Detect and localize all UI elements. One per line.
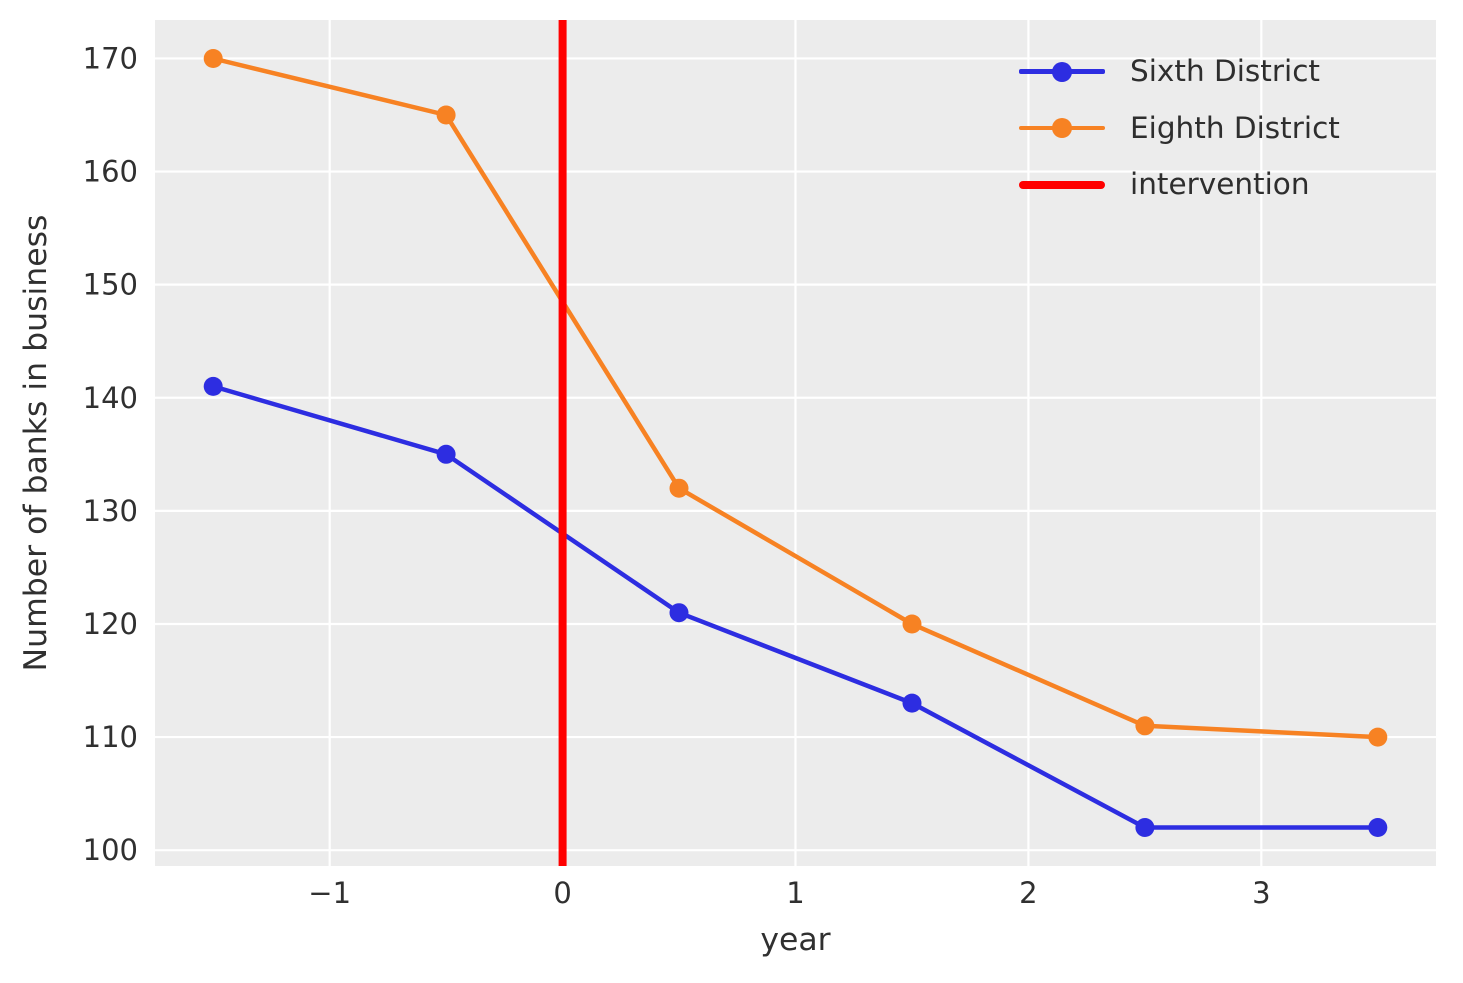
y-tick-label: 140 <box>83 381 138 415</box>
data-point-eighth-district <box>436 105 456 125</box>
data-point-sixth-district <box>669 603 689 623</box>
y-tick-label: 120 <box>83 607 138 641</box>
series-line-eighth-district <box>210 56 1381 740</box>
y-tick-label: 110 <box>83 720 138 754</box>
data-point-eighth-district <box>1135 716 1155 736</box>
data-point-sixth-district <box>902 693 922 713</box>
x-tick-label: 0 <box>553 876 571 910</box>
data-point-sixth-district <box>203 376 223 396</box>
y-tick-label: 130 <box>83 494 138 528</box>
x-tick-label: 1 <box>786 876 804 910</box>
series-line-sixth-district <box>210 384 1381 830</box>
eighth-district-line-marker-swatch <box>1019 107 1105 150</box>
legend-label-eighth-district: Eighth District <box>1130 110 1340 145</box>
x-tick-label: 3 <box>1252 876 1270 910</box>
data-point-eighth-district <box>203 49 223 68</box>
data-point-sixth-district <box>1135 818 1155 837</box>
eighth-district-swatch-dot <box>1052 118 1072 138</box>
y-axis-label: Number of banks in business <box>18 214 54 672</box>
y-tick-label: 170 <box>83 41 138 75</box>
legend-item-intervention: intervention <box>1019 163 1340 206</box>
data-point-sixth-district <box>436 444 456 464</box>
data-point-sixth-district <box>1368 818 1388 837</box>
x-tick-label: −1 <box>308 876 351 910</box>
sixth-district-swatch-dot <box>1052 61 1072 82</box>
legend-label-sixth-district: Sixth District <box>1130 54 1320 88</box>
x-axis-label: year <box>760 922 831 958</box>
data-point-eighth-district <box>902 614 922 634</box>
sixth-district-line-marker-swatch <box>1019 50 1105 93</box>
x-tick-label: 2 <box>1019 876 1037 910</box>
data-point-eighth-district <box>1368 727 1388 747</box>
y-tick-label: 150 <box>83 268 138 302</box>
legend-label-intervention: intervention <box>1130 167 1310 201</box>
data-point-eighth-district <box>669 478 689 498</box>
intervention-swatch-line <box>1019 180 1105 189</box>
legend-item-eighth-district: Eighth District <box>1019 107 1340 150</box>
y-tick-label: 100 <box>83 833 138 867</box>
intervention-line-swatch <box>1019 163 1105 206</box>
legend: Sixth District Eighth District intervent… <box>1019 50 1340 206</box>
legend-item-sixth-district: Sixth District <box>1019 50 1340 93</box>
y-tick-label: 160 <box>83 155 138 189</box>
